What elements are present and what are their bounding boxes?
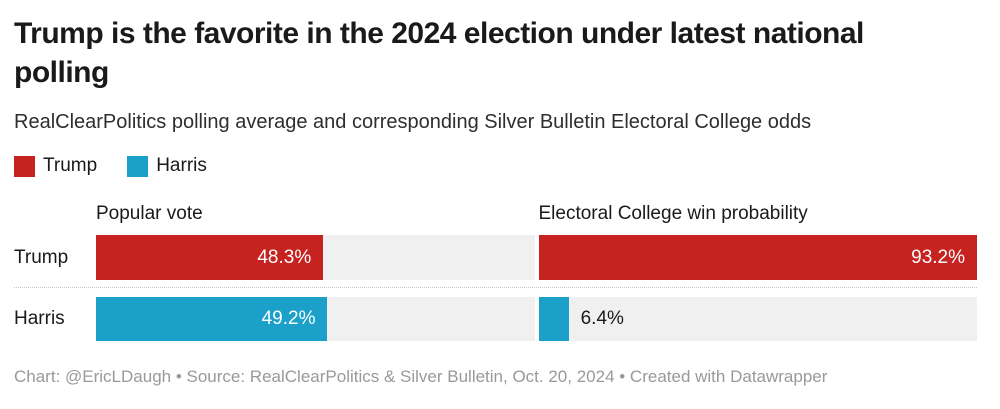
harris-popular-vote-value: 49.2% xyxy=(261,308,316,329)
harris-popular-vote-bar: 49.2% xyxy=(96,297,328,341)
legend-item-harris: Harris xyxy=(127,155,207,177)
trump-electoral-college-bar: 93.2% xyxy=(538,235,977,280)
attribution-line: Chart: @EricLDaugh • Source: RealClearPo… xyxy=(14,367,828,386)
legend: Trump Harris xyxy=(14,155,977,177)
row-label-harris: Harris xyxy=(14,308,65,329)
bar-track: 48.3% xyxy=(96,235,535,280)
trump-popular-vote-value: 48.3% xyxy=(257,246,312,268)
bar-track: 93.2% xyxy=(538,235,977,280)
table-row: Trump 48.3% 93.2% xyxy=(14,235,977,280)
chart-subtitle: RealClearPolitics polling average and co… xyxy=(14,111,812,133)
legend-item-trump: Trump xyxy=(14,155,97,177)
bar-track: 49.2% xyxy=(96,297,535,341)
legend-label-harris: Harris xyxy=(156,155,207,176)
table-row: Harris 49.2% 6.4% xyxy=(14,297,977,341)
harris-electoral-college-bar: 6.4% xyxy=(538,297,624,341)
split-bar-chart: Popular vote Electoral College win proba… xyxy=(14,203,977,341)
harris-electoral-college-value: 6.4% xyxy=(580,308,624,329)
row-label-trump: Trump xyxy=(14,246,69,268)
column-header-popular-vote: Popular vote xyxy=(96,203,203,224)
column-header-electoral-college: Electoral College win probability xyxy=(538,203,808,224)
trump-electoral-college-value: 93.2% xyxy=(911,246,965,268)
chart-title: Trump is the favorite in the 2024 electi… xyxy=(14,17,864,89)
legend-label-trump: Trump xyxy=(43,155,98,176)
trump-color-swatch xyxy=(14,155,35,177)
column-header-row: Popular vote Electoral College win proba… xyxy=(14,203,977,225)
header-spacer xyxy=(14,203,92,225)
bar-track: 6.4% xyxy=(538,297,977,341)
trump-popular-vote-bar: 48.3% xyxy=(96,235,324,280)
row-divider xyxy=(14,287,977,288)
harris-color-swatch xyxy=(127,155,149,177)
